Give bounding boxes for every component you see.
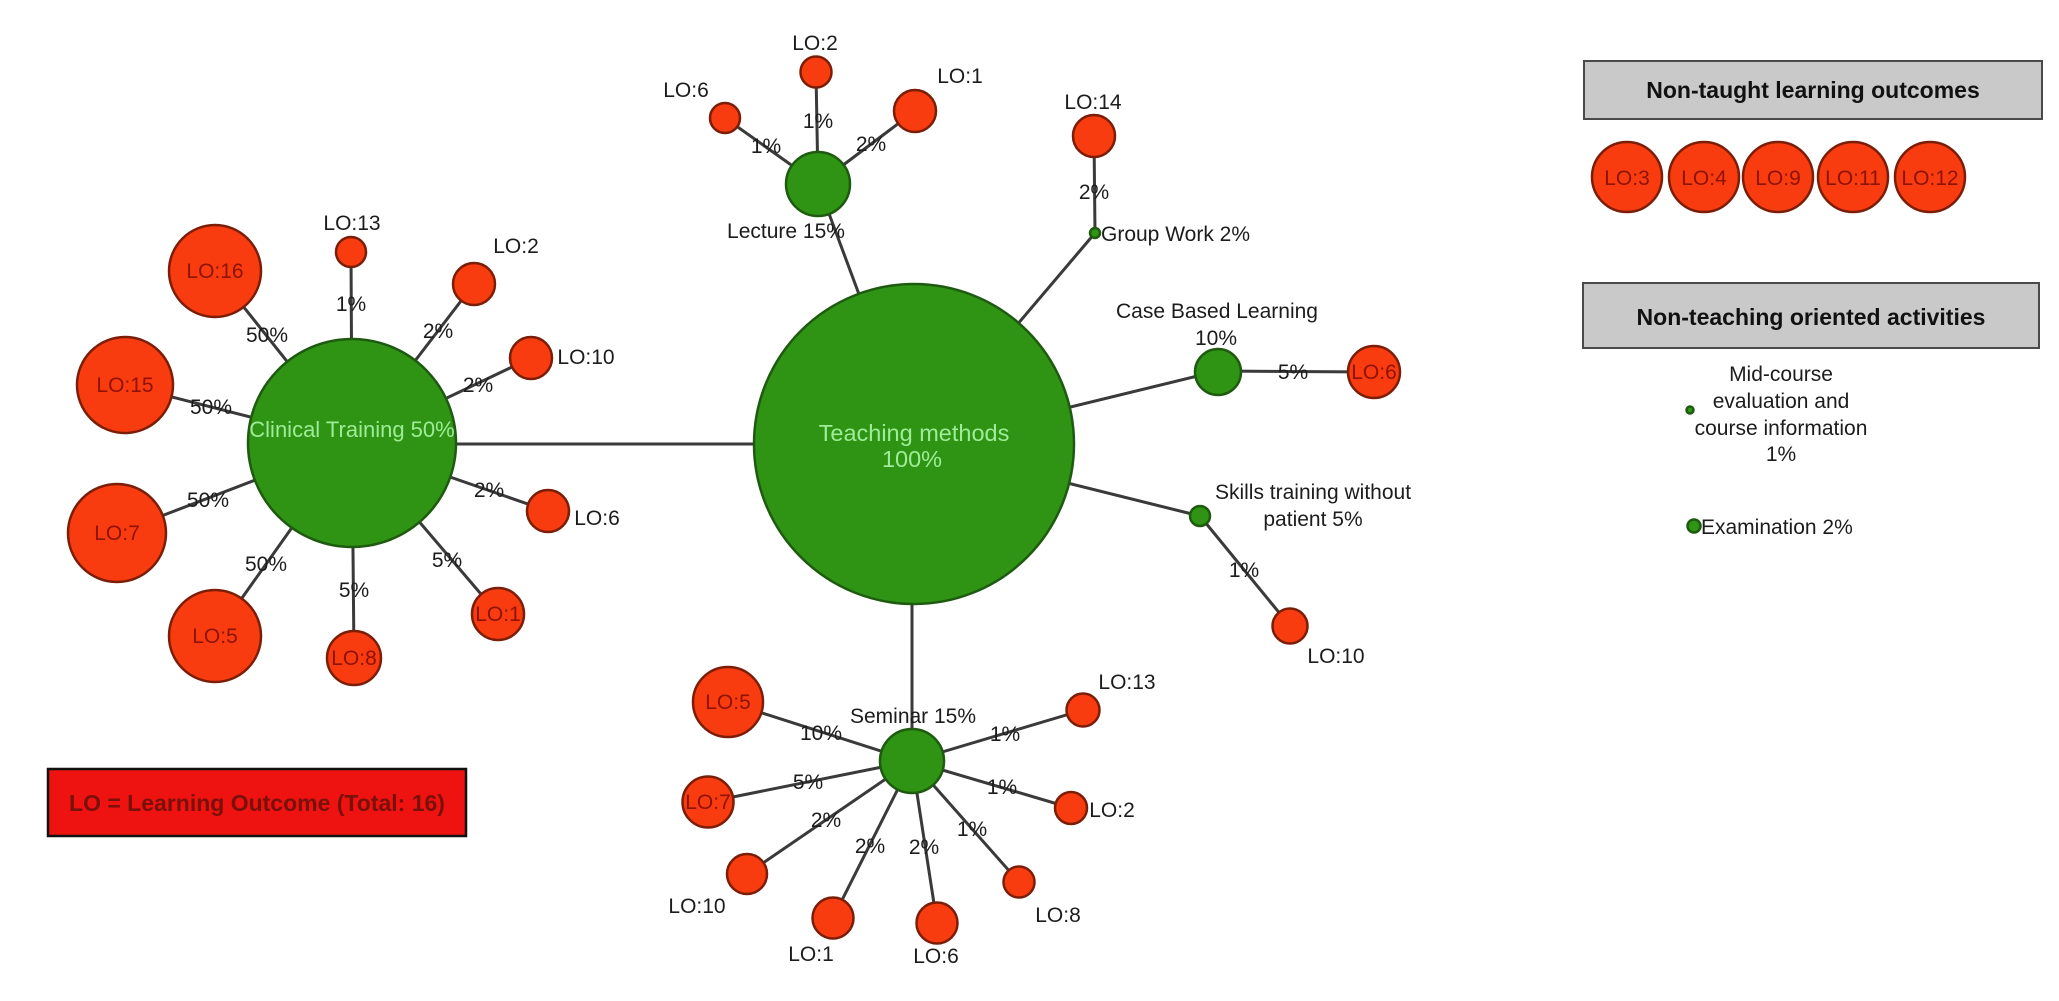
svg-text:1%: 1%: [987, 776, 1017, 799]
svg-text:LO:6: LO:6: [574, 507, 620, 530]
svg-text:Teaching methods: Teaching methods: [819, 420, 1010, 446]
svg-text:1%: 1%: [990, 723, 1020, 746]
svg-text:LO:16: LO:16: [186, 260, 243, 283]
svg-text:2%: 2%: [856, 133, 886, 156]
svg-text:LO:13: LO:13: [1098, 671, 1155, 694]
svg-text:LO:2: LO:2: [1089, 799, 1135, 822]
svg-text:LO:6: LO:6: [1351, 361, 1397, 384]
svg-text:LO:7: LO:7: [94, 522, 140, 545]
svg-text:Examination 2%: Examination 2%: [1701, 516, 1853, 539]
svg-text:LO:1: LO:1: [937, 65, 983, 88]
svg-text:LO:13: LO:13: [323, 212, 380, 235]
svg-text:50%: 50%: [190, 396, 232, 419]
svg-text:LO:8: LO:8: [1035, 904, 1081, 927]
svg-text:100%: 100%: [882, 446, 942, 472]
svg-text:Non-taught learning outcomes: Non-taught learning outcomes: [1646, 77, 1980, 103]
svg-text:LO:7: LO:7: [685, 791, 731, 814]
svg-text:2%: 2%: [463, 374, 493, 397]
svg-text:LO = Learning Outcome (Total:: LO = Learning Outcome (Total: 16): [69, 790, 445, 816]
svg-text:LO:4: LO:4: [1681, 167, 1727, 190]
svg-text:course information: course information: [1695, 417, 1868, 440]
svg-text:1%: 1%: [803, 110, 833, 133]
svg-text:5%: 5%: [1278, 361, 1308, 384]
svg-text:5%: 5%: [793, 771, 823, 794]
svg-text:1%: 1%: [1229, 559, 1259, 582]
svg-text:1%: 1%: [1766, 443, 1796, 466]
svg-text:LO:6: LO:6: [663, 79, 709, 102]
svg-text:Non-teaching oriented activiti: Non-teaching oriented activities: [1637, 304, 1986, 330]
svg-text:evaluation and: evaluation and: [1713, 390, 1850, 413]
svg-text:Mid-course: Mid-course: [1729, 363, 1833, 386]
svg-text:Group Work 2%: Group Work 2%: [1101, 223, 1250, 246]
svg-text:LO:10: LO:10: [557, 346, 614, 369]
svg-text:LO:5: LO:5: [192, 625, 238, 648]
svg-text:LO:12: LO:12: [1901, 167, 1958, 190]
svg-text:50%: 50%: [187, 489, 229, 512]
svg-text:LO:6: LO:6: [913, 945, 959, 968]
svg-text:2%: 2%: [474, 479, 504, 502]
svg-text:10%: 10%: [1195, 327, 1237, 350]
svg-text:LO:2: LO:2: [493, 235, 539, 258]
svg-text:LO:11: LO:11: [1825, 167, 1881, 190]
svg-text:LO:14: LO:14: [1064, 91, 1122, 114]
svg-text:2%: 2%: [909, 836, 939, 859]
svg-text:LO:8: LO:8: [331, 647, 377, 670]
svg-text:LO:2: LO:2: [792, 32, 838, 55]
svg-text:2%: 2%: [811, 809, 841, 832]
svg-text:50%: 50%: [246, 324, 288, 347]
svg-text:1%: 1%: [751, 135, 781, 158]
svg-text:LO:1: LO:1: [475, 603, 521, 626]
svg-text:5%: 5%: [432, 549, 462, 572]
svg-text:10%: 10%: [800, 722, 842, 745]
svg-text:LO:9: LO:9: [1755, 167, 1801, 190]
svg-text:LO:10: LO:10: [1307, 645, 1364, 668]
svg-text:LO:15: LO:15: [96, 374, 153, 397]
svg-text:Seminar 15%: Seminar 15%: [850, 705, 976, 728]
svg-text:LO:3: LO:3: [1604, 167, 1650, 190]
svg-text:2%: 2%: [423, 320, 453, 343]
svg-text:2%: 2%: [1079, 181, 1109, 204]
svg-text:2%: 2%: [855, 835, 885, 858]
svg-text:LO:1: LO:1: [788, 943, 834, 966]
svg-text:50%: 50%: [245, 553, 287, 576]
svg-text:5%: 5%: [339, 579, 369, 602]
svg-text:patient 5%: patient 5%: [1263, 508, 1362, 531]
svg-text:Lecture 15%: Lecture 15%: [727, 220, 845, 243]
svg-text:LO:5: LO:5: [705, 691, 751, 714]
svg-text:1%: 1%: [336, 293, 366, 316]
svg-text:LO:10: LO:10: [668, 895, 725, 918]
svg-text:Clinical Training 50%: Clinical Training 50%: [249, 417, 454, 442]
svg-text:Skills training without: Skills training without: [1215, 481, 1411, 504]
svg-text:1%: 1%: [957, 818, 987, 841]
svg-text:Case Based Learning: Case Based Learning: [1116, 300, 1318, 323]
